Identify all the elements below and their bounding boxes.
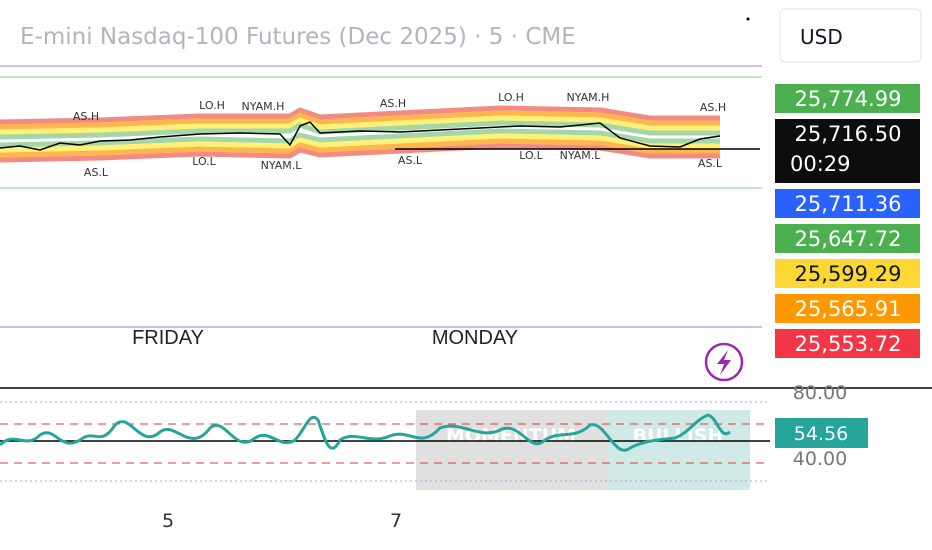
price-text: 25,716.50 bbox=[795, 122, 902, 146]
day-label: MONDAY bbox=[432, 327, 518, 349]
axis-label: 80.00 bbox=[793, 382, 847, 404]
oscillator-line bbox=[0, 413, 731, 452]
price-badge bbox=[775, 84, 920, 113]
price-badge bbox=[775, 224, 920, 253]
time-label: 5 bbox=[162, 510, 174, 532]
table-cell bbox=[607, 410, 750, 490]
session-label: LO.L bbox=[519, 149, 543, 162]
day-label: FRIDAY bbox=[132, 327, 204, 349]
price-text: 25,565.91 bbox=[795, 297, 902, 321]
axis-label: 40.00 bbox=[793, 448, 847, 470]
price-text: 25,599.29 bbox=[795, 262, 902, 286]
session-label: NYAM.L bbox=[261, 159, 303, 172]
symbol-title: E-mini Nasdaq-100 Futures (Dec 2025) · 5… bbox=[20, 24, 576, 50]
price-badge bbox=[775, 294, 920, 323]
session-label: NYAM.H bbox=[242, 100, 285, 113]
session-label: AS.L bbox=[398, 154, 423, 167]
price-badge bbox=[775, 259, 920, 288]
session-label: NYAM.L bbox=[560, 149, 602, 162]
currency-button[interactable] bbox=[779, 8, 922, 63]
table-cell bbox=[416, 410, 607, 490]
bands bbox=[0, 105, 720, 163]
session-label: LO.H bbox=[199, 99, 225, 112]
session-label: NYAM.H bbox=[567, 91, 610, 104]
session-labels: AS.H LO.H NYAM.H AS.H LO.H NYAM.H AS.H A… bbox=[73, 91, 726, 179]
session-label: LO.L bbox=[192, 155, 216, 168]
price-badge bbox=[775, 329, 920, 358]
session-label: AS.H bbox=[73, 110, 99, 123]
price-text: 25,647.72 bbox=[795, 227, 902, 251]
alert-icon-bolt bbox=[717, 350, 731, 375]
countdown-text: 00:29 bbox=[790, 152, 851, 176]
price-text: 25,711.36 bbox=[795, 192, 902, 216]
price-text: 25,774.99 bbox=[795, 87, 902, 111]
dot bbox=[746, 17, 750, 21]
session-label: AS.L bbox=[698, 157, 723, 170]
session-label: AS.L bbox=[84, 166, 109, 179]
time-label: 7 bbox=[390, 510, 402, 532]
value-badge bbox=[775, 418, 868, 448]
price-line bbox=[0, 121, 721, 151]
price-badge bbox=[775, 119, 920, 183]
price-text: 25,553.72 bbox=[795, 332, 902, 356]
value-text: 54.56 bbox=[794, 423, 848, 445]
price-badge bbox=[775, 189, 920, 218]
alert-icon[interactable] bbox=[704, 342, 744, 382]
session-label: AS.H bbox=[380, 97, 406, 110]
session-label: AS.H bbox=[700, 101, 726, 114]
currency-text: USD bbox=[800, 25, 843, 49]
session-label: LO.H bbox=[498, 91, 524, 104]
